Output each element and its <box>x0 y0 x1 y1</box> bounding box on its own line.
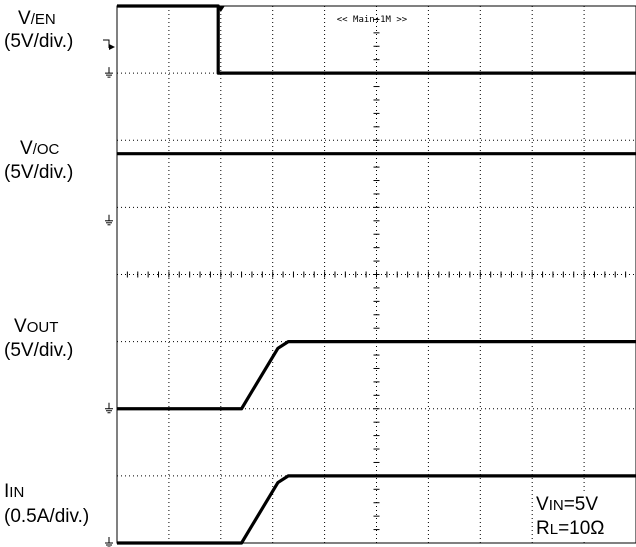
trigger-level-icon <box>103 39 115 50</box>
channel-label-voc: V/OC <box>20 138 59 161</box>
trace-out <box>117 340 636 411</box>
channel-label-voc-subscript: /OC <box>32 141 60 158</box>
ground-markers <box>103 6 225 547</box>
scope-traces <box>117 4 636 545</box>
trigger-stem <box>103 39 110 48</box>
condition-rl-subscript: L <box>549 521 559 538</box>
trigger-position-icon <box>216 6 225 12</box>
channel-scale-ven: (5V/div.) <box>4 31 74 52</box>
channel-label-iin-subscript: IN <box>9 484 25 501</box>
condition-vin-prefix: V <box>536 494 549 515</box>
channel-label-ven: V/EN <box>18 8 56 31</box>
timebase-label: << Main:1M >> <box>337 15 408 25</box>
scope-grid <box>116 5 636 544</box>
channel-label-vout-prefix: V <box>14 316 27 337</box>
condition-rl-value: =10Ω <box>558 518 605 539</box>
condition-vin-value: =5V <box>563 494 599 515</box>
trigger-arrow <box>109 44 115 50</box>
channel-label-iin-prefix: I <box>4 481 10 502</box>
condition-rl-prefix: R <box>536 518 550 539</box>
channel-label-ven-prefix: V <box>18 8 31 29</box>
ground-marker-icon <box>105 67 113 78</box>
trace-en <box>117 4 636 75</box>
ground-marker-icon <box>105 537 113 547</box>
ground-marker-icon <box>105 402 113 414</box>
channel-label-voc-prefix: V <box>20 138 33 159</box>
channel-label-iin: IIN <box>4 481 24 504</box>
channel-scale-voc: (5V/div.) <box>4 162 74 183</box>
channel-scale-iin: (0.5A/div.) <box>4 506 90 527</box>
channel-label-vout: VOUT <box>14 316 58 339</box>
ground-marker-icon <box>105 214 113 226</box>
trace-in <box>117 474 636 545</box>
channel-label-ven-subscript: /EN <box>30 11 56 28</box>
channel-label-vout-subscript: OUT <box>26 319 59 336</box>
condition-vin: VIN=5V <box>534 494 601 517</box>
condition-vin-subscript: IN <box>548 497 564 514</box>
channel-scale-vout: (5V/div.) <box>4 340 74 361</box>
condition-rl: RL=10Ω <box>534 518 607 541</box>
